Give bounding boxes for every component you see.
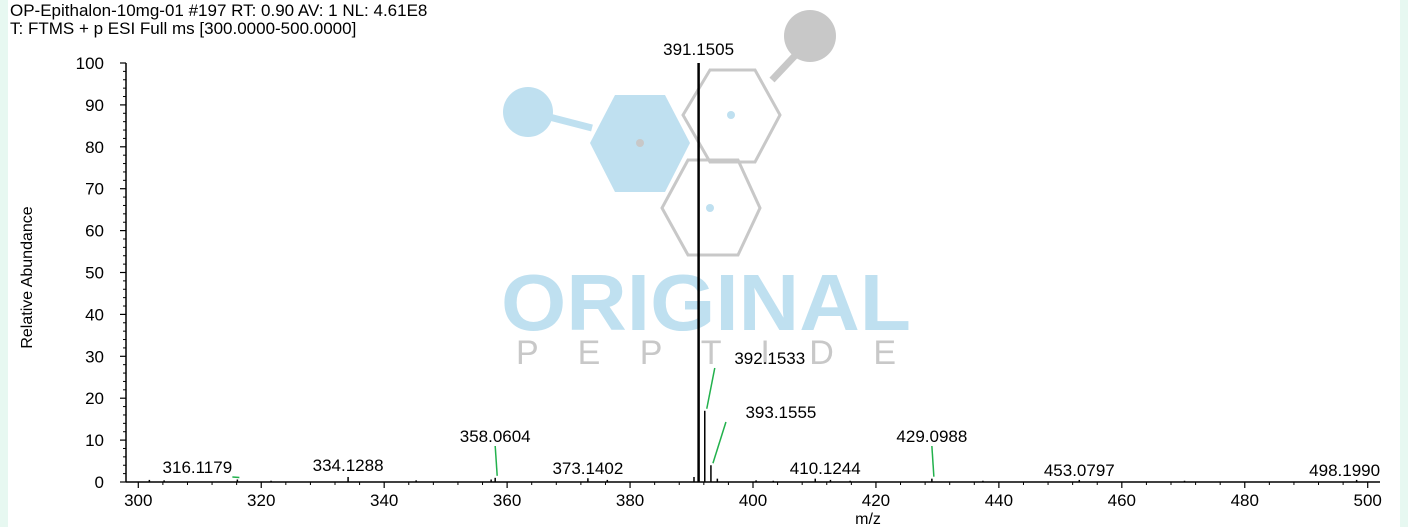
y-tick-label: 50	[85, 264, 104, 283]
peak-label: 393.1555	[745, 403, 816, 422]
peak-label: 334.1288	[313, 456, 384, 475]
x-tick-label: 360	[493, 491, 521, 510]
watermark-word: ORIGINAL	[501, 258, 911, 347]
peak-label: 373.1402	[552, 459, 623, 478]
peak-label: 498.1990	[1309, 461, 1380, 480]
y-tick-label: 20	[85, 389, 104, 408]
peak-label: 453.0797	[1044, 461, 1115, 480]
watermark-subtitle: P E P T I D E	[516, 334, 896, 372]
scan-header: OP-Epithalon-10mg-01 #197 RT: 0.90 AV: 1…	[10, 2, 427, 38]
peak-label-leader	[712, 421, 727, 464]
y-axis-title: Relative Abundance	[19, 206, 36, 348]
molecule-icon	[503, 10, 836, 257]
watermark-logo: ORIGINAL P E P T I D E	[501, 10, 911, 372]
x-tick-label: 420	[862, 491, 890, 510]
y-tick-label: 40	[85, 305, 104, 324]
peak-label-leader	[931, 445, 935, 477]
peak-label: 391.1505	[663, 40, 734, 59]
peak-label: 358.0604	[460, 427, 531, 446]
x-axis-title: m/z	[855, 511, 881, 527]
x-tick-label: 440	[985, 491, 1013, 510]
y-tick-label: 10	[85, 431, 104, 450]
peak-label: 410.1244	[790, 459, 861, 478]
x-tick-label: 340	[370, 491, 398, 510]
y-tick-label: 70	[85, 180, 104, 199]
x-tick-label: 400	[739, 491, 767, 510]
right-edge-strip	[1400, 0, 1408, 527]
peak-label: 429.0988	[896, 427, 967, 446]
y-tick-label: 0	[95, 473, 104, 492]
left-edge-strip	[0, 0, 8, 527]
x-tick-label: 480	[1231, 491, 1259, 510]
peak-label: 316.1179	[163, 458, 233, 477]
plot-area: 0 10 20 30 40 50 60 70 80 90 100 300 320 340 360 380 400…	[19, 40, 1382, 527]
scan-header-line-1: OP-Epithalon-10mg-01 #197 RT: 0.90 AV: 1…	[10, 1, 428, 20]
y-tick-label: 60	[85, 222, 104, 241]
y-tick-label: 90	[85, 96, 104, 115]
peak-label-leader	[706, 367, 716, 409]
scan-header-line-2: T: FTMS + p ESI Full ms [300.0000-500.00…	[10, 19, 357, 38]
x-tick-label: 460	[1108, 491, 1136, 510]
y-tick-label: 100	[76, 54, 104, 73]
y-tick-label: 30	[85, 347, 104, 366]
x-tick-label: 300	[124, 491, 152, 510]
x-tick-label: 320	[247, 491, 275, 510]
peak-label: 392.1533	[734, 349, 805, 368]
x-tick-label: 500	[1354, 491, 1382, 510]
peak-label-leader	[494, 445, 498, 476]
y-tick-label: 80	[85, 138, 104, 157]
x-tick-label: 380	[616, 491, 644, 510]
